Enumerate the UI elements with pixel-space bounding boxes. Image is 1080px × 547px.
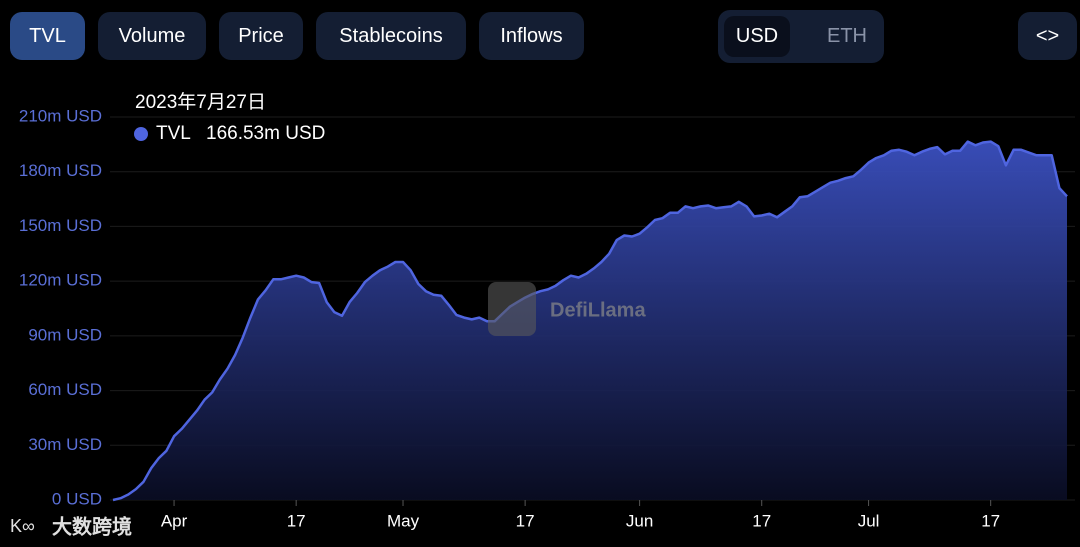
y-tick-label: 30m USD <box>28 435 102 454</box>
y-tick-label: 120m USD <box>19 271 102 290</box>
tooltip-dot <box>134 127 148 141</box>
watermark-logo: K∞ <box>10 516 35 536</box>
line <box>112 140 1068 502</box>
currency-toggle: USD ETH <box>718 10 884 63</box>
watermark: 大数跨境 <box>52 514 132 538</box>
x-tick-label: 17 <box>981 511 1000 530</box>
currency-option[interactable]: USD <box>724 16 790 57</box>
tab-button[interactable]: TVL <box>10 12 85 60</box>
tab-button[interactable]: Stablecoins <box>316 12 466 60</box>
x-tick-label: 17 <box>287 511 306 530</box>
tab-button[interactable]: Volume <box>98 12 206 60</box>
y-tick-label: 60m USD <box>28 380 102 399</box>
x-tick-label: Jul <box>858 511 880 530</box>
x-tick-label: 17 <box>752 511 771 530</box>
tooltip-series: TVL <box>156 123 191 144</box>
y-tick-label: 210m USD <box>19 106 102 125</box>
x-tick-label: Jun <box>626 511 653 530</box>
x-tick-label: 17 <box>516 511 535 530</box>
tooltip-date: 2023年7月27日 <box>135 91 266 113</box>
embed-button[interactable]: <> <box>1018 12 1077 60</box>
y-tick-label: 150m USD <box>19 216 102 235</box>
y-tick-label: 90m USD <box>28 325 102 344</box>
x-tick-label: Apr <box>161 511 188 530</box>
currency-option[interactable]: ETH <box>827 25 867 47</box>
x-tick-label: May <box>387 511 420 530</box>
tab-button[interactable]: Price <box>219 12 303 60</box>
tab-button[interactable]: Inflows <box>479 12 584 60</box>
y-tick-label: 180m USD <box>19 161 102 180</box>
watermark-logo <box>488 282 536 336</box>
watermark: DefiLlama <box>550 299 646 321</box>
area <box>113 141 1067 500</box>
tooltip-value: 166.53m USD <box>206 123 325 144</box>
y-tick-label: 0 USD <box>52 489 102 508</box>
